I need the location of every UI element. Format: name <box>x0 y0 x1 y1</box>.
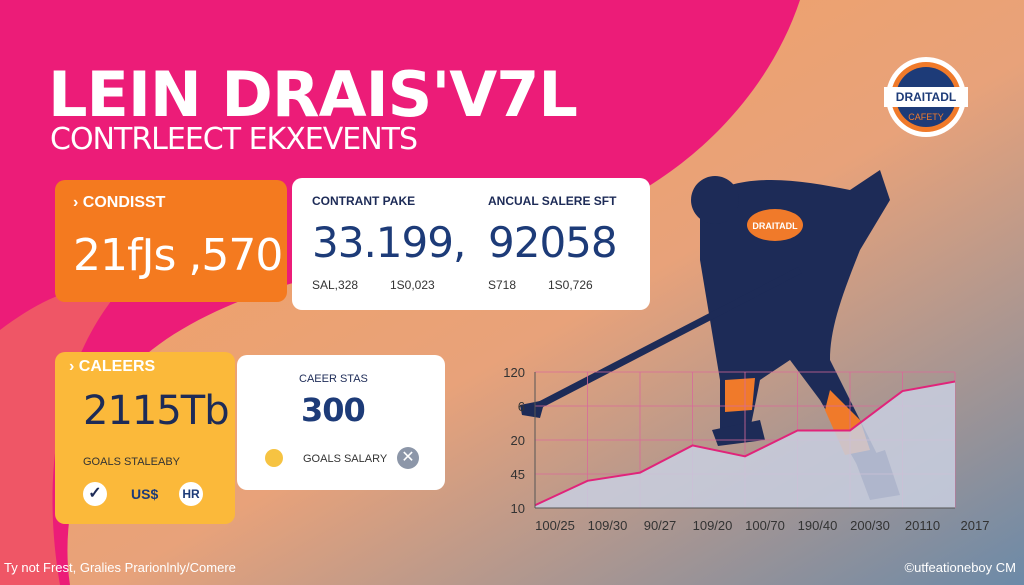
col-detail: 1S0,726 <box>548 278 593 292</box>
card-value: 300 <box>301 391 366 429</box>
stats-card: CAEER STAS 300 GOALS SALARY ✕ <box>237 355 445 490</box>
title: LEIN DRAIS'V7L <box>48 58 578 131</box>
logo-bottom: CAFETY <box>908 112 944 122</box>
card-label: › CALEERS <box>69 358 156 375</box>
x-tick-label: 200/30 <box>850 518 890 533</box>
card-value: 2115Tb <box>83 388 230 434</box>
y-tick-label: 6 <box>518 399 525 414</box>
col-label: ANCUAL SALERE SFT <box>488 194 617 208</box>
x-tick-label: 109/20 <box>693 518 733 533</box>
col-detail: S718 <box>488 278 517 292</box>
logo-top: DRAITADL <box>896 90 956 104</box>
card-label: CAEER STAS <box>299 373 368 385</box>
card-label: › CONDISST <box>73 194 166 211</box>
subtitle: CONTRLEECT EKXEVENTS <box>50 122 418 157</box>
x-tick-label: 90/27 <box>644 518 677 533</box>
col-detail: SAL,328 <box>312 278 359 292</box>
careers-card: › CALEERS 2115Tb GOALS STALEABY ✓ US$ HR <box>55 352 235 524</box>
badge: HR <box>179 482 203 506</box>
logo: DRAITADL CAFETY <box>884 57 968 137</box>
area-fill <box>535 381 955 508</box>
x-tick-label: 20110 <box>905 518 940 533</box>
x-tick-label: 100/25 <box>535 518 575 533</box>
x-tick-label: 190/40 <box>798 518 838 533</box>
x-tick-label: 109/30 <box>588 518 628 533</box>
y-tick-label: 45 <box>511 467 525 482</box>
jersey-text: DRAITADL <box>752 221 798 231</box>
col-value: 92058 <box>488 218 618 267</box>
coin-icon <box>265 449 283 467</box>
x-tick-label: 2017 <box>961 518 990 533</box>
col-value: 33.199, <box>312 218 466 267</box>
badge: US$ <box>131 486 159 502</box>
check-icon: ✓ <box>83 482 107 506</box>
x-tick-label: 100/70 <box>745 518 785 533</box>
card-value: 21fJs ,570 <box>73 230 283 281</box>
line <box>534 380 956 507</box>
y-tick-label: 120 <box>503 365 525 380</box>
close-icon: ✕ <box>397 447 419 469</box>
card-caption: GOALS STALEABY <box>83 456 181 468</box>
contract-card: › CONDISST 21fJs ,570 <box>55 180 287 302</box>
y-tick-label: 20 <box>511 433 525 448</box>
card-caption: GOALS SALARY <box>303 453 388 465</box>
col-label: CONTRANT PAKE <box>312 194 416 208</box>
col-detail: 1S0,023 <box>390 278 435 292</box>
salary-card: CONTRANT PAKE 33.199, SAL,328 1S0,023 AN… <box>292 178 650 310</box>
footer-left: Ty not Frest, Gralies Prarionlnly/Comere <box>4 560 236 575</box>
y-tick-label: 10 <box>511 501 525 516</box>
footer-right: ©utfeationeboy CM <box>904 560 1016 575</box>
